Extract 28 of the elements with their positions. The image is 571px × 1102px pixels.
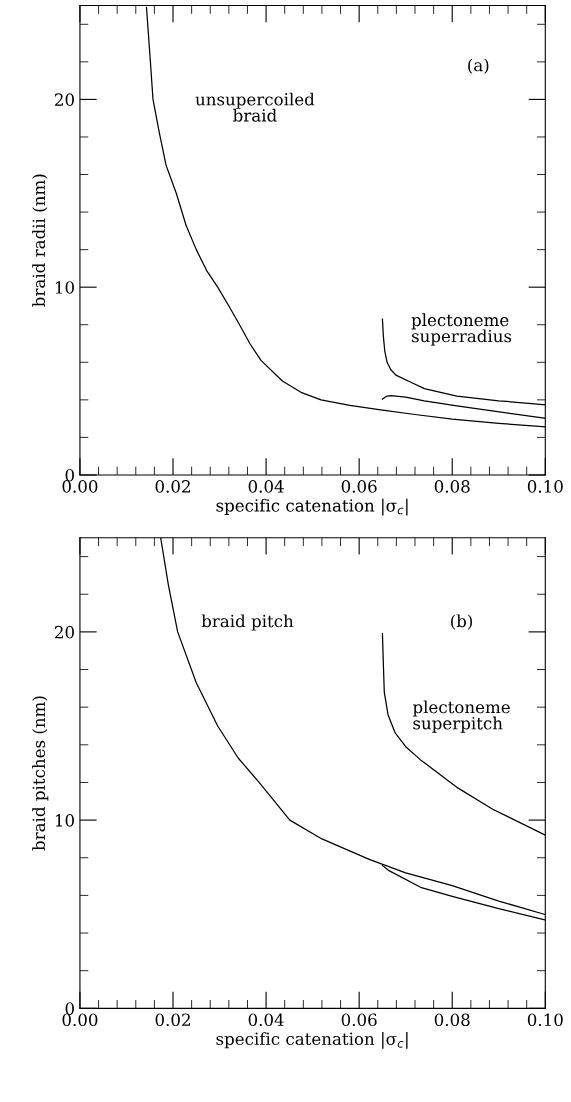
y-tick-label: 0 xyxy=(65,468,74,482)
y-axis-title: braid pitches (nm) xyxy=(32,696,49,851)
annotation: plectoneme superradius xyxy=(411,313,512,346)
y-axis-title: braid radii (nm) xyxy=(32,174,48,307)
x-tick-label: 0.08 xyxy=(434,480,470,493)
annotation: plectoneme superpitch xyxy=(412,700,510,733)
y-tick-label: 20 xyxy=(55,625,74,639)
y-tick-label: 10 xyxy=(55,814,74,827)
x-tick-label: 0.06 xyxy=(341,480,377,493)
x-axis-title: specific catenation |σ$_{c}$| xyxy=(216,1032,408,1049)
annotation: unsupercoiled braid xyxy=(195,92,315,122)
x-tick-label: 0.10 xyxy=(527,480,563,493)
y-tick-label: 20 xyxy=(55,93,74,106)
x-tick-label: 0.10 xyxy=(527,1013,563,1027)
x-tick-label: 0.08 xyxy=(434,1013,470,1027)
x-tick-label: 0.02 xyxy=(155,1013,190,1027)
annotation: (b) xyxy=(451,614,473,630)
x-tick-label: 0.04 xyxy=(248,1013,284,1027)
y-tick-label: 0 xyxy=(65,1002,74,1015)
y-tick-label: 10 xyxy=(55,281,74,294)
x-tick-label: 0.02 xyxy=(155,480,190,493)
x-axis-title: specific catenation |σ$_{c}$| xyxy=(216,498,408,516)
annotation: braid pitch xyxy=(201,614,294,631)
x-tick-label: 0.00 xyxy=(62,480,98,493)
x-tick-label: 0.00 xyxy=(62,1013,98,1027)
annotation: (a) xyxy=(468,58,489,74)
x-tick-label: 0.06 xyxy=(341,1013,377,1027)
x-tick-label: 0.04 xyxy=(248,480,284,493)
